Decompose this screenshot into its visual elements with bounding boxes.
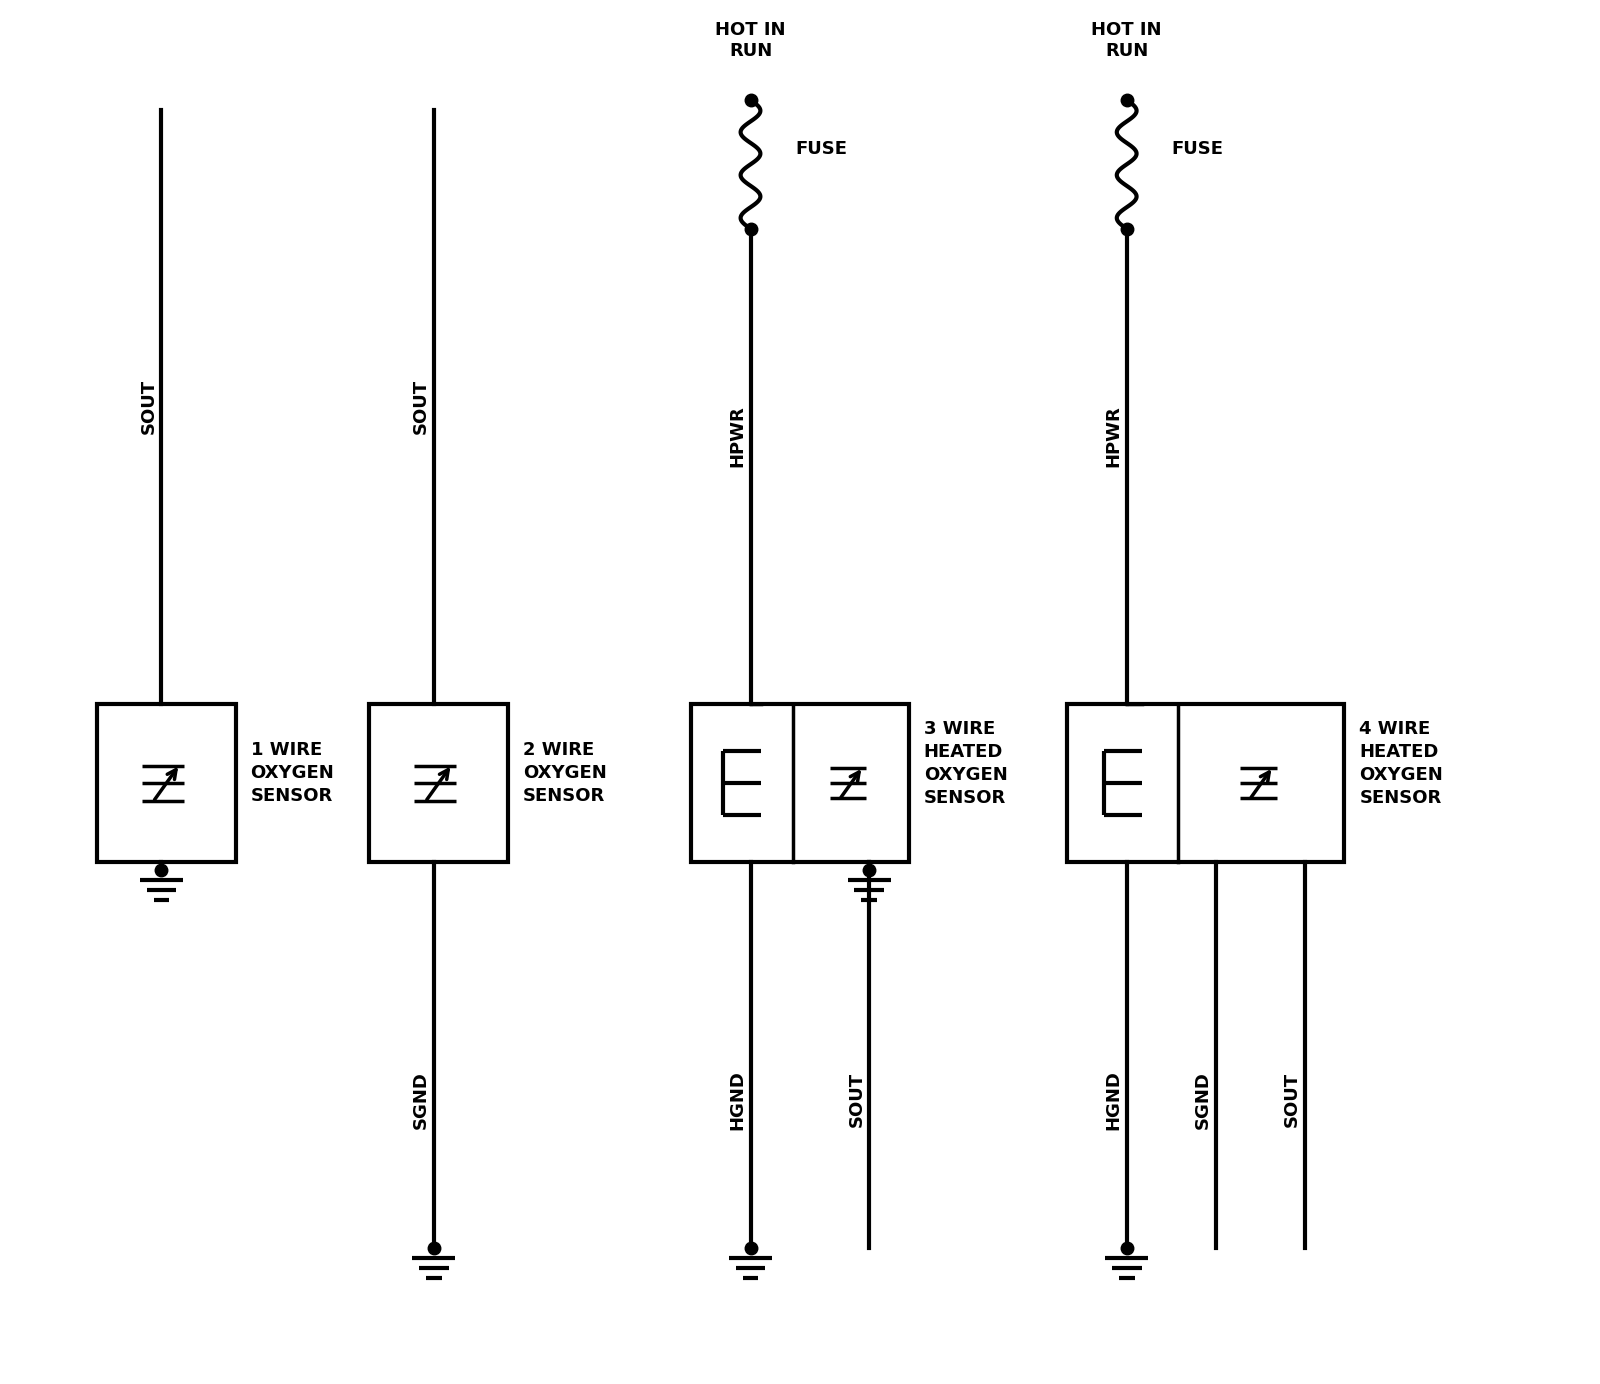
Text: HOT IN
RUN: HOT IN RUN: [715, 21, 786, 60]
Text: 2 WIRE
OXYGEN
SENSOR: 2 WIRE OXYGEN SENSOR: [523, 742, 606, 805]
Text: 3 WIRE
HEATED
OXYGEN
SENSOR: 3 WIRE HEATED OXYGEN SENSOR: [923, 720, 1008, 807]
Text: 4 WIRE
HEATED
OXYGEN
SENSOR: 4 WIRE HEATED OXYGEN SENSOR: [1360, 720, 1443, 807]
Text: 1 WIRE
OXYGEN
SENSOR: 1 WIRE OXYGEN SENSOR: [251, 742, 334, 805]
Text: FUSE: FUSE: [795, 141, 846, 159]
Text: HGND: HGND: [728, 1070, 747, 1129]
Text: SGND: SGND: [1194, 1071, 1211, 1129]
Text: SOUT: SOUT: [1283, 1073, 1301, 1128]
Bar: [1067, 704, 1344, 862]
Text: SOUT: SOUT: [139, 379, 158, 435]
Text: HPWR: HPWR: [1106, 406, 1123, 468]
Text: SOUT: SOUT: [411, 379, 430, 435]
Bar: [98, 704, 235, 862]
Bar: [691, 704, 909, 862]
Text: HOT IN
RUN: HOT IN RUN: [1091, 21, 1162, 60]
Text: SGND: SGND: [411, 1071, 430, 1129]
Bar: [370, 704, 507, 862]
Text: FUSE: FUSE: [1171, 141, 1224, 159]
Text: HPWR: HPWR: [728, 406, 747, 468]
Text: HGND: HGND: [1106, 1070, 1123, 1129]
Text: SOUT: SOUT: [848, 1073, 866, 1128]
